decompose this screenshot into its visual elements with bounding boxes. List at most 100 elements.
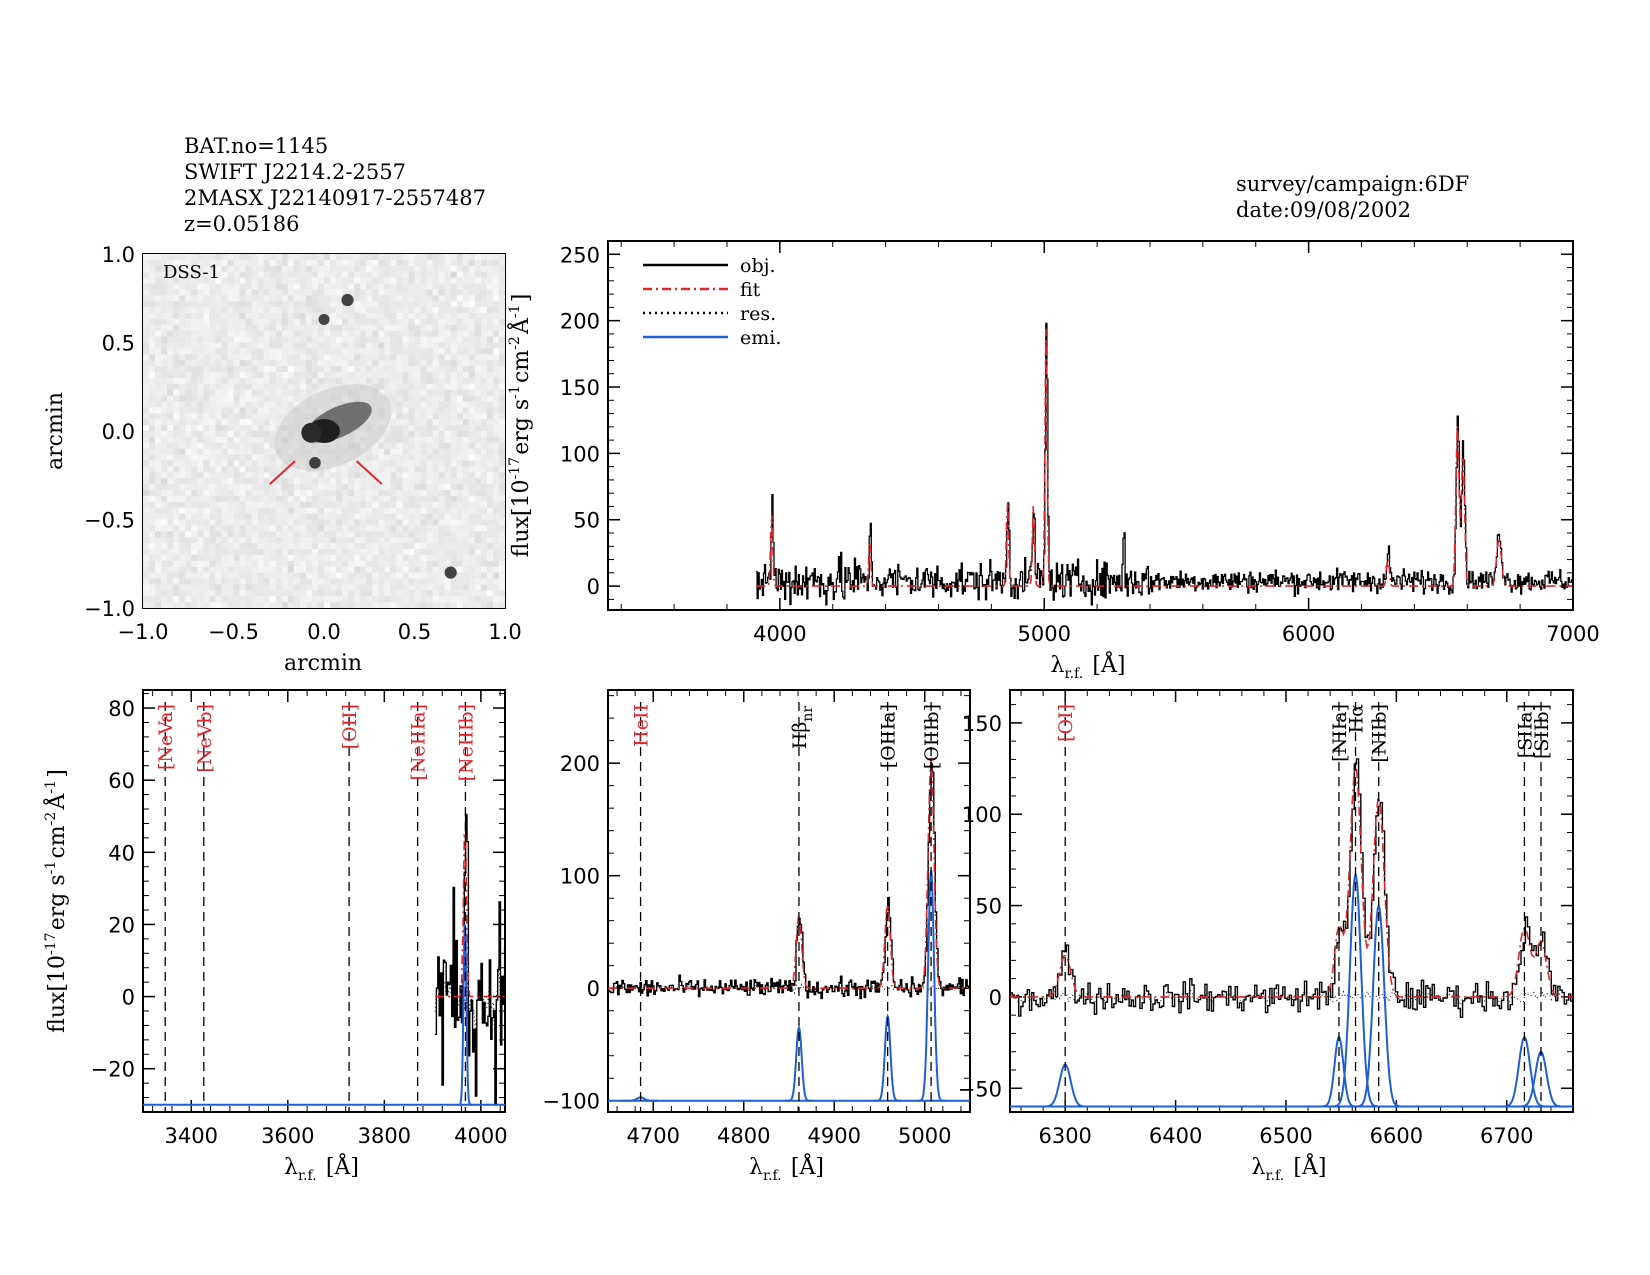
x-tick-label: 5000 — [1018, 622, 1071, 646]
spectrum-series — [608, 757, 970, 1102]
axes-frame — [607, 689, 971, 1113]
x-axis-label: arcmin — [284, 651, 362, 676]
line-label: Hβnr — [789, 704, 816, 749]
x-tick-label: 6700 — [1480, 1124, 1533, 1148]
legend-label: emi. — [740, 327, 781, 349]
x-tick-label: 6600 — [1370, 1124, 1423, 1148]
x-tick-label: 6000 — [1282, 622, 1335, 646]
line-label: HeII — [631, 704, 653, 747]
dss-image — [143, 254, 505, 608]
spectrum-series — [143, 813, 505, 1106]
x-tick-label: 0.0 — [307, 620, 340, 644]
spectrum-series — [756, 322, 1573, 606]
y-tick-label: 150 — [962, 712, 1002, 736]
y-tick-label: 0 — [122, 986, 135, 1010]
obj-series — [756, 322, 1573, 606]
y-tick-label: 20 — [108, 913, 135, 937]
x-axis-label: λr.f. [Å] — [1051, 650, 1126, 682]
line-label: [SIIb] — [1531, 704, 1553, 759]
y-axis-label: flux[10-17 erg s-1 cm-2 Å-1 ] — [506, 294, 534, 558]
x-tick-label: 6300 — [1038, 1124, 1091, 1148]
axes-frame — [607, 240, 1574, 611]
y-tick-label: −20 — [91, 1058, 135, 1082]
y-tick-label: 50 — [573, 509, 600, 533]
line-label: [NIIb] — [1369, 704, 1391, 763]
line-label: Hα — [1346, 704, 1368, 734]
bat-number: BAT.no=1145 — [184, 134, 329, 158]
target-marker — [355, 460, 383, 485]
y-tick-label: −50 — [958, 1077, 1002, 1101]
y-tick-label: 60 — [108, 769, 135, 793]
galaxy-core — [301, 422, 322, 443]
x-tick-label: 4700 — [627, 1124, 680, 1148]
y-tick-label: 50 — [975, 895, 1002, 919]
panel-image: −1.0 −0.5 0.0 0.5 1.0 −1.0 −0.5 0.0 0.5 1.0 arcmin… — [43, 243, 522, 676]
y-axis-label: flux[10-17 erg s-1 cm-2 Å-1 ] — [42, 769, 70, 1033]
twomass-name: 2MASX J22140917-2557487 — [184, 186, 486, 210]
y-axis-label: arcmin — [43, 392, 68, 470]
y-tick-label: −1.0 — [84, 597, 135, 621]
line-label: [OII] — [339, 704, 361, 749]
panel-zoom1: 3400 3600 3800 4000 −20 0 20 40 60 80 λr.f. [Å] flu… — [42, 689, 508, 1184]
panel-zoom2: 4700 4800 4900 5000 −100 0 100 200 λr.f. [Å] HeII… — [542, 689, 971, 1184]
line-label: [NIIa] — [1329, 704, 1351, 762]
y-tick-label: 150 — [560, 376, 600, 400]
x-tick-label: 0.5 — [398, 620, 431, 644]
y-tick-label: 100 — [560, 442, 600, 466]
survey-campaign: survey/campaign:6DF — [1236, 172, 1470, 196]
axes-frame — [1009, 689, 1574, 1113]
star — [318, 313, 330, 325]
star — [341, 293, 354, 307]
object-info: BAT.no=1145 SWIFT J2214.2-2557 2MASX J22… — [184, 133, 486, 237]
x-axis-label: λr.f. [Å] — [284, 1152, 359, 1184]
emi-component — [457, 924, 473, 1106]
image-survey-label: DSS-1 — [163, 262, 220, 283]
obj-series — [1010, 758, 1573, 1018]
x-axis-label: λr.f. [Å] — [1252, 1152, 1327, 1184]
x-tick-label: 4900 — [808, 1124, 861, 1148]
obj-series — [608, 763, 970, 1000]
fit-series — [1010, 766, 1573, 998]
observation-date: date:09/08/2002 — [1236, 198, 1411, 222]
x-tick-label: 3400 — [165, 1124, 218, 1148]
y-tick-label: 200 — [560, 310, 600, 334]
line-label: [SIIa] — [1514, 704, 1536, 758]
line-label: [NeIIIa] — [408, 704, 430, 781]
fit-series — [756, 328, 1573, 587]
legend-label: fit — [740, 279, 761, 301]
x-tick-label: 5000 — [898, 1124, 951, 1148]
emi-component — [785, 1025, 813, 1102]
y-tick-label: −100 — [542, 1090, 600, 1114]
line-label: [NeIIIb] — [455, 704, 477, 781]
emi-component — [874, 1013, 902, 1102]
survey-info: survey/campaign:6DF date:09/08/2002 — [1236, 171, 1469, 223]
star — [309, 457, 321, 469]
panel-full: 4000 5000 6000 7000 0 50 100 150 200 250 λr.f. [Å]… — [506, 240, 1600, 682]
target-marker — [269, 460, 296, 485]
line-label: [OI] — [1055, 704, 1077, 742]
x-tick-label: 4000 — [753, 622, 806, 646]
x-tick-label: 3800 — [358, 1124, 411, 1148]
spectrum-series — [1010, 758, 1573, 1108]
y-tick-label: 0 — [587, 977, 600, 1001]
fit-series — [608, 757, 969, 989]
y-tick-label: 0.0 — [102, 420, 135, 444]
y-tick-label: 0 — [989, 986, 1002, 1010]
x-tick-label: −1.0 — [118, 620, 169, 644]
redshift: z=0.05186 — [184, 212, 300, 236]
y-tick-label: 1.0 — [102, 243, 135, 267]
obj-series — [435, 813, 505, 1106]
y-tick-label: −0.5 — [84, 509, 135, 533]
x-tick-label: 6400 — [1149, 1124, 1202, 1148]
x-tick-label: 1.0 — [488, 620, 521, 644]
line-label: [OIIIb] — [921, 704, 943, 769]
x-tick-label: 4000 — [454, 1124, 507, 1148]
res-series — [434, 952, 505, 1040]
line-label: [NeVa] — [155, 704, 177, 770]
x-tick-label: 3600 — [261, 1124, 314, 1148]
panel-zoom3: 6300 6400 6500 6600 6700 −50 0 50 100 150 λr.f. [Å… — [958, 689, 1574, 1184]
legend-label: res. — [740, 303, 776, 325]
y-tick-label: 250 — [560, 243, 600, 267]
